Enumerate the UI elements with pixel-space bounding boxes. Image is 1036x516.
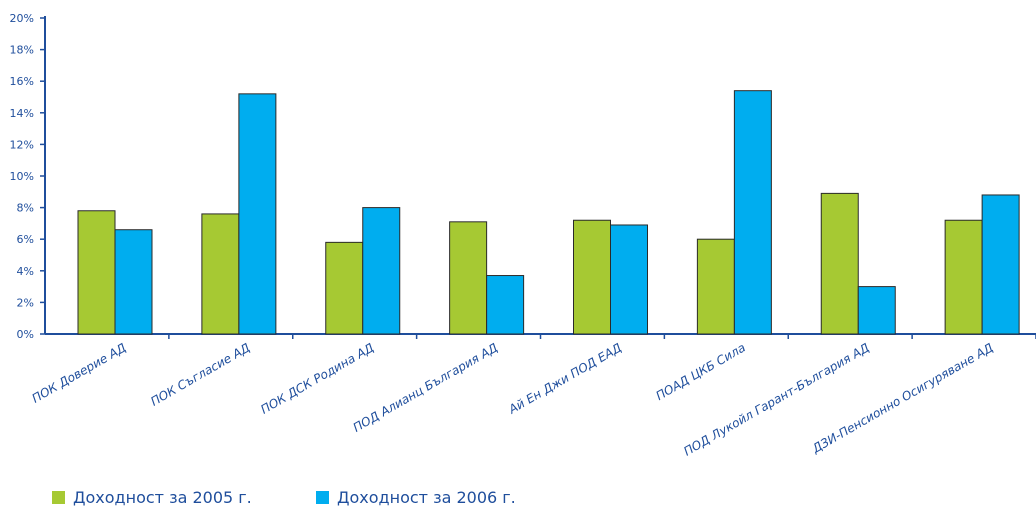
y-tick-label: 12% [10,138,34,151]
bar-2006 [114,229,153,335]
bar-2006 [733,90,772,335]
bar-2006 [610,224,648,335]
bar-2006 [238,93,277,335]
y-tick-label: 2% [17,296,34,309]
y-tick-label: 18% [10,44,34,57]
bar-2005 [449,221,488,335]
y-tick-label: 16% [10,75,34,88]
y-tick-label: 0% [17,328,34,341]
bar-2006 [981,194,1020,335]
legend-item-2006: Доходност за 2006 г. [316,488,516,507]
legend: Доходност за 2005 г. Доходност за 2006 г… [0,488,1036,516]
legend-label-2006: Доходност за 2006 г. [337,488,516,507]
category-label: ПОАД ЦКБ Сила [653,340,747,403]
bar-2006 [857,286,896,335]
y-tick-label: 4% [17,265,34,278]
bar-chart: 0% 2% 4% 6% 8% 10% 12% 14% 16% 18% 20% ПОК Доверие … [10,12,1036,459]
category-label: Ай Ен Джи ПОД ЕАД [506,340,624,416]
legend-item-2005: Доходност за 2005 г. [52,488,252,507]
legend-label-2005: Доходност за 2005 г. [73,488,252,507]
bar-2005 [325,241,364,335]
y-tick-label: 8% [17,202,34,215]
category-label: ПОД Алианц България АД [351,340,501,434]
legend-swatch-2005 [52,491,65,504]
category-label: ПОК Съгласие АД [148,340,252,408]
y-tick-label: 14% [10,107,34,120]
y-tick-label: 6% [17,233,34,246]
y-tick-label: 10% [10,170,34,183]
legend-swatch-2006 [316,491,329,504]
category-label: ПОК Доверие АД [30,340,129,405]
bar-2005 [944,219,983,335]
bar-2005 [201,213,240,335]
category-label: ПОК ДСК Родина АД [258,340,376,416]
bar-2005 [696,238,735,335]
bar-2005 [573,219,611,335]
bar-2006 [362,207,401,335]
bar-2005 [77,210,116,335]
y-tick-label: 20% [10,12,34,25]
bar-2005 [820,192,859,335]
bar-2006 [486,275,525,335]
